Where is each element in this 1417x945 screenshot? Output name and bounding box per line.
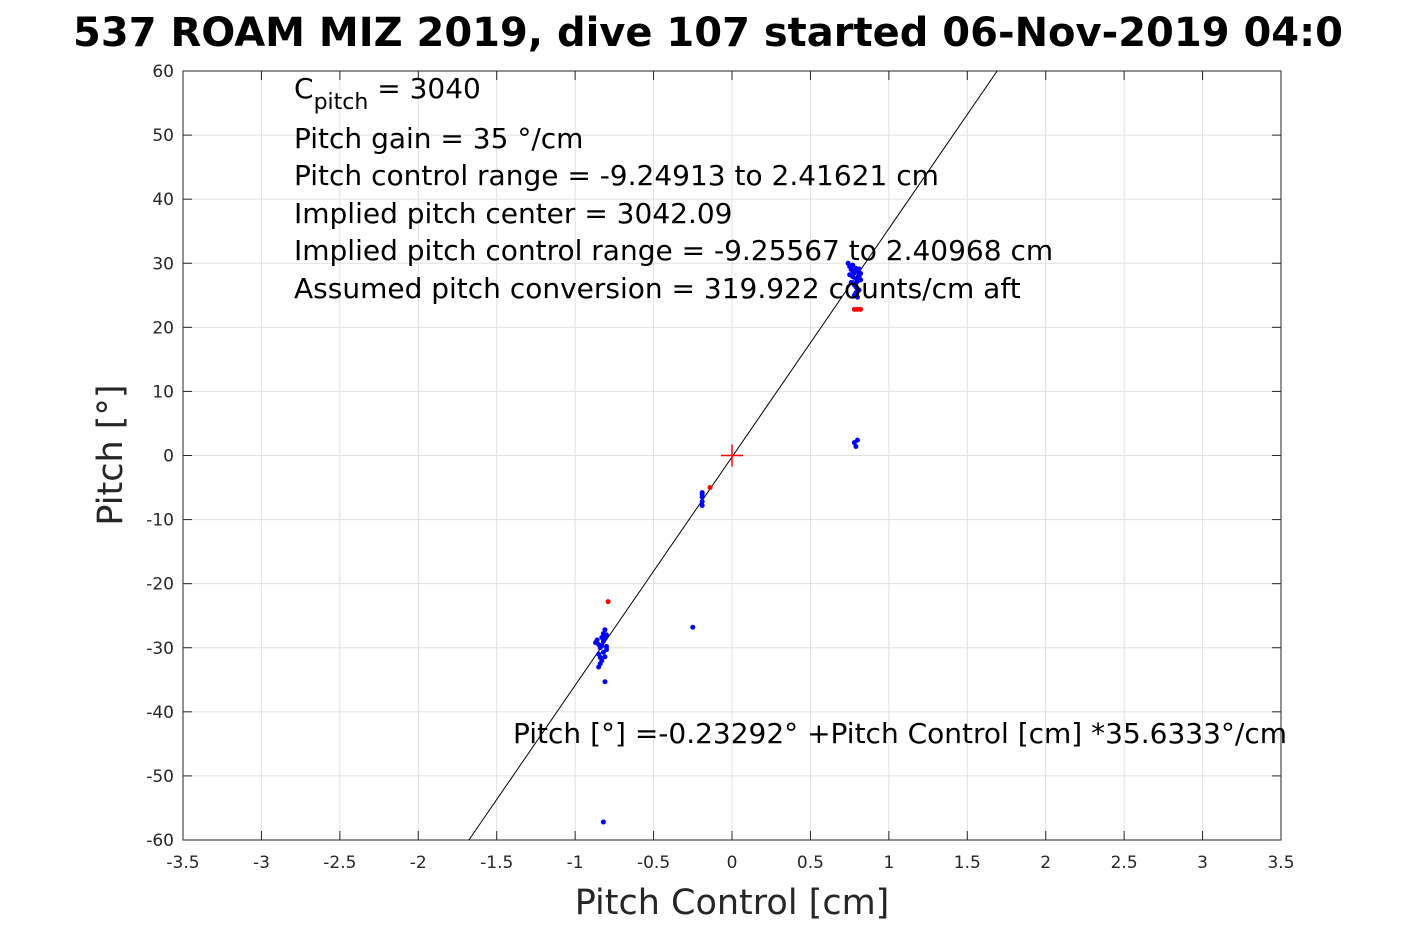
y-tick-label: -40 — [146, 703, 174, 723]
x-tick-label: -0.5 — [637, 853, 670, 873]
data-point — [602, 635, 608, 641]
y-axis-label: Pitch [°] — [91, 384, 131, 525]
implied-pitch-center-text: Implied pitch center = 3042.09 — [294, 197, 732, 230]
pitch-conversion-text: Assumed pitch conversion = 319.922 count… — [294, 272, 1021, 305]
y-axis-ticks: 60 50 40 30 20 10 0 -10 -20 -30 -40 -50 -60 — [146, 62, 1281, 851]
data-point — [594, 637, 600, 643]
y-tick-label: -20 — [146, 575, 174, 595]
data-point — [605, 599, 611, 605]
data-point — [699, 499, 705, 505]
y-tick-label: 30 — [152, 254, 174, 274]
data-point — [707, 485, 713, 491]
data-point — [604, 643, 610, 649]
x-tick-label: 0.5 — [797, 853, 824, 873]
y-tick-label: 0 — [163, 447, 174, 467]
chart-title: 537 ROAM MIZ 2019, dive 107 started 06-N… — [73, 10, 1343, 56]
implied-pitch-control-range-text: Implied pitch control range = -9.25567 t… — [294, 234, 1053, 267]
x-tick-label: 3.5 — [1267, 853, 1294, 873]
y-tick-label: 10 — [152, 382, 174, 402]
data-point — [856, 273, 862, 279]
data-point — [602, 654, 608, 660]
cpitch-annotation: Cpitch = 3040 — [294, 72, 481, 115]
y-tick-label: -30 — [146, 639, 174, 659]
data-point — [699, 502, 705, 508]
center-marker — [721, 444, 743, 467]
y-tick-label: 20 — [152, 318, 174, 338]
data-point — [596, 664, 602, 670]
data-point — [856, 266, 862, 272]
data-point — [699, 492, 705, 498]
axes-box — [182, 70, 1282, 841]
x-tick-label: 2 — [1040, 853, 1051, 873]
data-point — [858, 306, 864, 312]
y-tick-label: 60 — [152, 62, 174, 82]
x-axis-ticks: -3.5 -3 -2.5 -2 -1.5 -1 -0.5 0 0.5 1 1.5 2 2.5 3 3.5 — [166, 71, 1295, 873]
x-tick-label: -2 — [410, 853, 427, 873]
pitch-control-range-text: Pitch control range = -9.24913 to 2.4162… — [294, 159, 939, 192]
data-point — [858, 277, 864, 283]
data-point — [853, 280, 859, 286]
data-point — [850, 262, 856, 268]
x-tick-label: 2.5 — [1111, 853, 1138, 873]
x-tick-label: -3.5 — [166, 853, 199, 873]
x-tick-label: -1.5 — [480, 853, 513, 873]
pitch-gain-text: Pitch gain = 35 °/cm — [294, 122, 583, 155]
data-point — [600, 819, 606, 825]
fit-equation-text: Pitch [°] =-0.23292° +Pitch Control [cm]… — [513, 717, 1287, 750]
x-tick-label: -2.5 — [323, 853, 356, 873]
cpitch-subscript: pitch — [314, 90, 369, 115]
data-point — [602, 627, 608, 633]
x-tick-label: 3 — [1197, 853, 1208, 873]
x-tick-label: -1 — [567, 853, 584, 873]
data-point — [854, 437, 860, 443]
y-tick-label: -50 — [146, 767, 174, 787]
x-tick-label: -3 — [253, 853, 270, 873]
data-point — [853, 444, 859, 450]
y-tick-label: -60 — [146, 831, 174, 851]
x-axis-label: Pitch Control [cm] — [575, 883, 890, 923]
data-point — [602, 679, 608, 685]
x-tick-label: 1.5 — [954, 853, 981, 873]
y-tick-label: 50 — [152, 126, 174, 146]
data-point — [854, 294, 860, 300]
y-tick-label: 40 — [152, 190, 174, 210]
cpitch-value: = 3040 — [368, 72, 481, 105]
x-tick-label: 0 — [727, 853, 738, 873]
data-points — [593, 260, 864, 825]
parameter-annotation: Cpitch = 3040 Pitch gain = 35 °/cm Pitch… — [294, 72, 1053, 305]
data-point — [599, 643, 605, 649]
cpitch-symbol: C — [294, 72, 314, 105]
x-tick-label: 1 — [883, 853, 894, 873]
data-point — [690, 624, 696, 630]
y-tick-label: -10 — [146, 511, 174, 531]
